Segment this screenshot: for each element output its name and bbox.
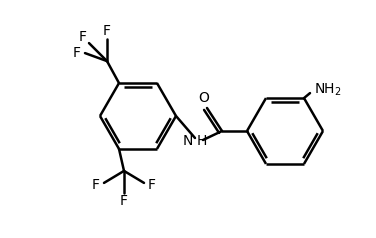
Text: N: N — [183, 134, 193, 148]
Text: F: F — [79, 30, 87, 44]
Text: F: F — [120, 194, 128, 208]
Text: F: F — [148, 178, 156, 192]
Text: O: O — [199, 91, 209, 105]
Text: NH$_2$: NH$_2$ — [314, 82, 342, 98]
Text: F: F — [73, 46, 81, 60]
Text: F: F — [92, 178, 100, 192]
Text: F: F — [103, 24, 111, 38]
Text: H: H — [197, 134, 208, 148]
